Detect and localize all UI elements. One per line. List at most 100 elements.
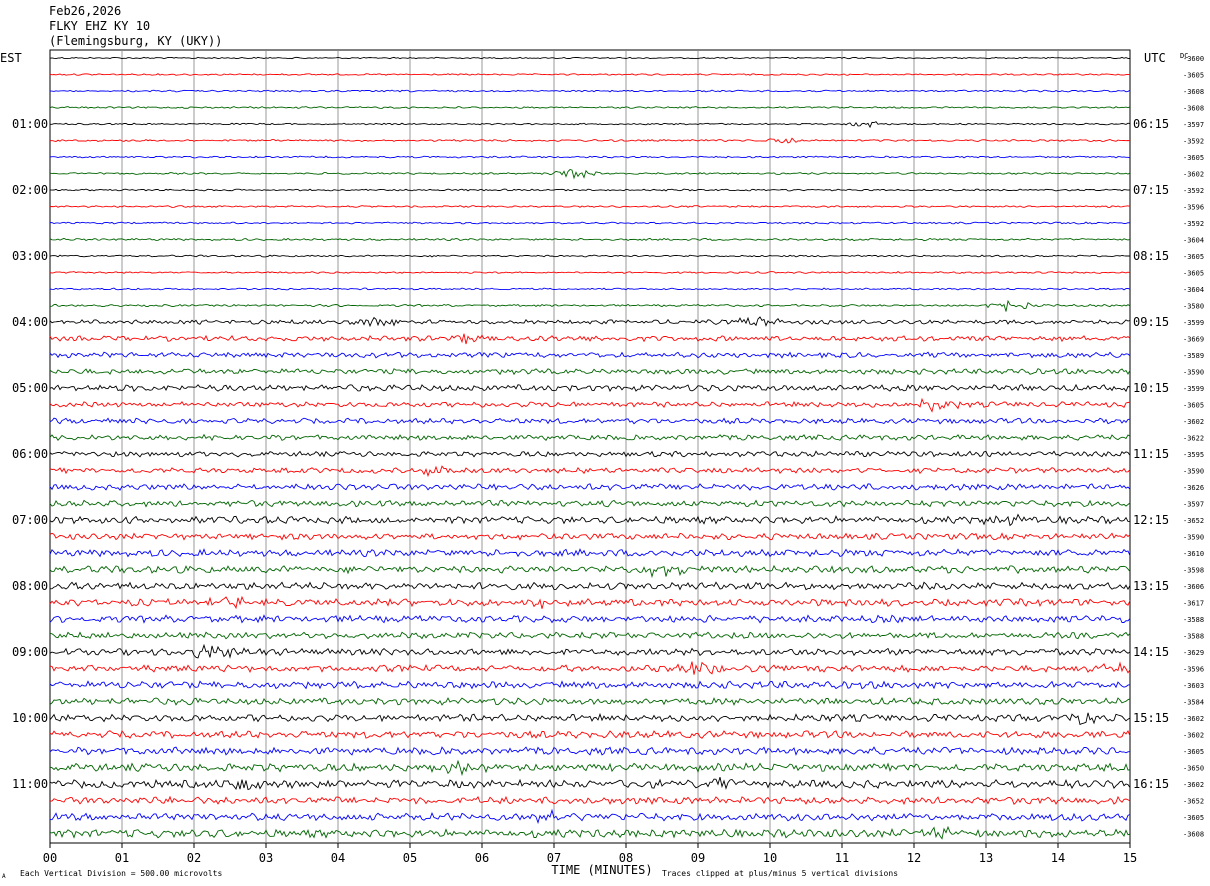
right-hour-label: 12:15 — [1133, 513, 1169, 527]
x-tick-label: 07 — [547, 851, 561, 865]
trace-line — [49, 729, 1131, 740]
x-tick-label: 10 — [763, 851, 777, 865]
trace-line — [49, 316, 1131, 328]
trace-line — [49, 168, 1131, 180]
trace-line — [49, 795, 1131, 806]
x-tick-label: 06 — [475, 851, 489, 865]
trace-line — [50, 89, 1131, 93]
trace-line — [49, 499, 1131, 508]
dc-offset-label: -3602 — [1183, 732, 1204, 740]
chart-station: FLKY EHZ KY 10 — [49, 19, 150, 33]
trace-line — [49, 513, 1131, 527]
right-hour-label: 11:15 — [1133, 447, 1169, 461]
dc-offset-label: -3652 — [1183, 798, 1204, 806]
dc-offset-label: -3617 — [1183, 600, 1204, 608]
right-hour-label: 10:15 — [1133, 381, 1169, 395]
dc-offset-label: -3606 — [1183, 583, 1204, 591]
dc-offset-label: -3650 — [1183, 765, 1204, 773]
x-tick-label: 15 — [1123, 851, 1137, 865]
clip-note: Traces clipped at plus/minus 5 vertical … — [662, 869, 898, 878]
x-tick-label: 14 — [1051, 851, 1065, 865]
trace-line — [49, 614, 1131, 624]
dc-offset-label: -3605 — [1183, 253, 1204, 261]
dc-offset-label: -3605 — [1183, 748, 1204, 756]
trace-line — [49, 188, 1131, 192]
x-tick-label: 03 — [259, 851, 273, 865]
x-tick-label: 02 — [187, 851, 201, 865]
trace-line — [49, 106, 1131, 109]
left-hour-label: 09:00 — [12, 645, 48, 659]
trace-line — [49, 73, 1131, 76]
dc-offset-label: -3596 — [1183, 204, 1204, 212]
dc-offset-label: -3608 — [1183, 105, 1204, 113]
trace-line — [49, 333, 1131, 345]
dc-offset-label: -3589 — [1183, 352, 1204, 360]
left-hour-label: 03:00 — [12, 249, 48, 263]
trace-line — [49, 56, 1131, 60]
dc-offset-label: -3608 — [1183, 88, 1204, 96]
trace-line — [50, 121, 1131, 129]
right-hour-label: 06:15 — [1133, 117, 1169, 131]
dc-offset-label: -3602 — [1183, 418, 1204, 426]
trace-line — [49, 808, 1131, 824]
dc-offset-label: -3592 — [1183, 220, 1204, 228]
right-hour-label: 16:15 — [1133, 777, 1169, 791]
dc-offset-label: -3602 — [1183, 171, 1204, 179]
left-hour-label: 08:00 — [12, 579, 48, 593]
dc-offset-label: -3592 — [1183, 138, 1204, 146]
x-tick-label: 05 — [403, 851, 417, 865]
dc-offset-label: -3603 — [1183, 682, 1204, 690]
chart-location: (Flemingsburg, KY (UKY)) — [49, 34, 222, 48]
left-hour-label: EST — [0, 51, 22, 65]
right-hour-label: 15:15 — [1133, 711, 1169, 725]
dc-offset-label: -3597 — [1183, 121, 1204, 129]
scale-note: Each Vertical Division = 500.00 microvol… — [20, 869, 222, 878]
dc-offset-label: -3588 — [1183, 633, 1204, 641]
left-hour-label: 11:00 — [12, 777, 48, 791]
left-hour-label: 05:00 — [12, 381, 48, 395]
trace-line — [49, 465, 1131, 478]
right-hour-label: 07:15 — [1133, 183, 1169, 197]
x-tick-label: 00 — [43, 851, 57, 865]
dc-offset-label: -3604 — [1183, 237, 1204, 245]
dc-offset-label: -3605 — [1183, 402, 1204, 410]
left-hour-label: 06:00 — [12, 447, 48, 461]
dc-offset-label: -3580 — [1183, 303, 1204, 311]
x-tick-label: 01 — [115, 851, 129, 865]
trace-line — [49, 696, 1131, 706]
x-tick-label: 13 — [979, 851, 993, 865]
trace-line — [49, 351, 1131, 359]
dc-offset-label: -3600 — [1183, 55, 1204, 63]
corner-mark: A — [2, 873, 6, 880]
right-hour-label: 09:15 — [1133, 315, 1169, 329]
trace-line — [49, 237, 1131, 242]
grid-lines — [49, 49, 1131, 844]
dc-offset-label: -3605 — [1183, 814, 1204, 822]
x-tick-label: 12 — [907, 851, 921, 865]
trace-line — [49, 631, 1131, 640]
dc-offset-label: -3605 — [1183, 270, 1204, 278]
dc-offset-label: -3602 — [1183, 715, 1204, 723]
x-tick-label: 04 — [331, 851, 345, 865]
right-hour-label: 14:15 — [1133, 645, 1169, 659]
right-hour-labels: UTC 06:15 07:15 08:15 09:15 10:15 11:15 12:15 13… — [1133, 51, 1169, 791]
left-hour-label: 04:00 — [12, 315, 48, 329]
trace-line — [49, 643, 1131, 659]
trace-line — [49, 532, 1131, 541]
trace-group — [49, 56, 1131, 840]
right-hour-label: 08:15 — [1133, 249, 1169, 263]
dc-offset-label: -3592 — [1183, 187, 1204, 195]
plot-frame — [49, 49, 1131, 844]
dc-label: DC — [1180, 52, 1188, 60]
trace-line — [49, 776, 1131, 791]
trace-line — [49, 450, 1131, 458]
left-hour-label: 01:00 — [12, 117, 48, 131]
trace-line — [49, 137, 1131, 144]
dc-offset-labels: -3600 -3605 -3608 -3608 -3597 -3592 -3605 -3602… — [1183, 55, 1204, 839]
chart-date: Feb26,2026 — [49, 4, 121, 18]
dc-offset-label: -3629 — [1183, 649, 1204, 657]
dc-offset-label: -3622 — [1183, 435, 1204, 443]
trace-line — [49, 564, 1131, 579]
left-hour-label: 02:00 — [12, 183, 48, 197]
dc-offset-label: -3596 — [1183, 666, 1204, 674]
